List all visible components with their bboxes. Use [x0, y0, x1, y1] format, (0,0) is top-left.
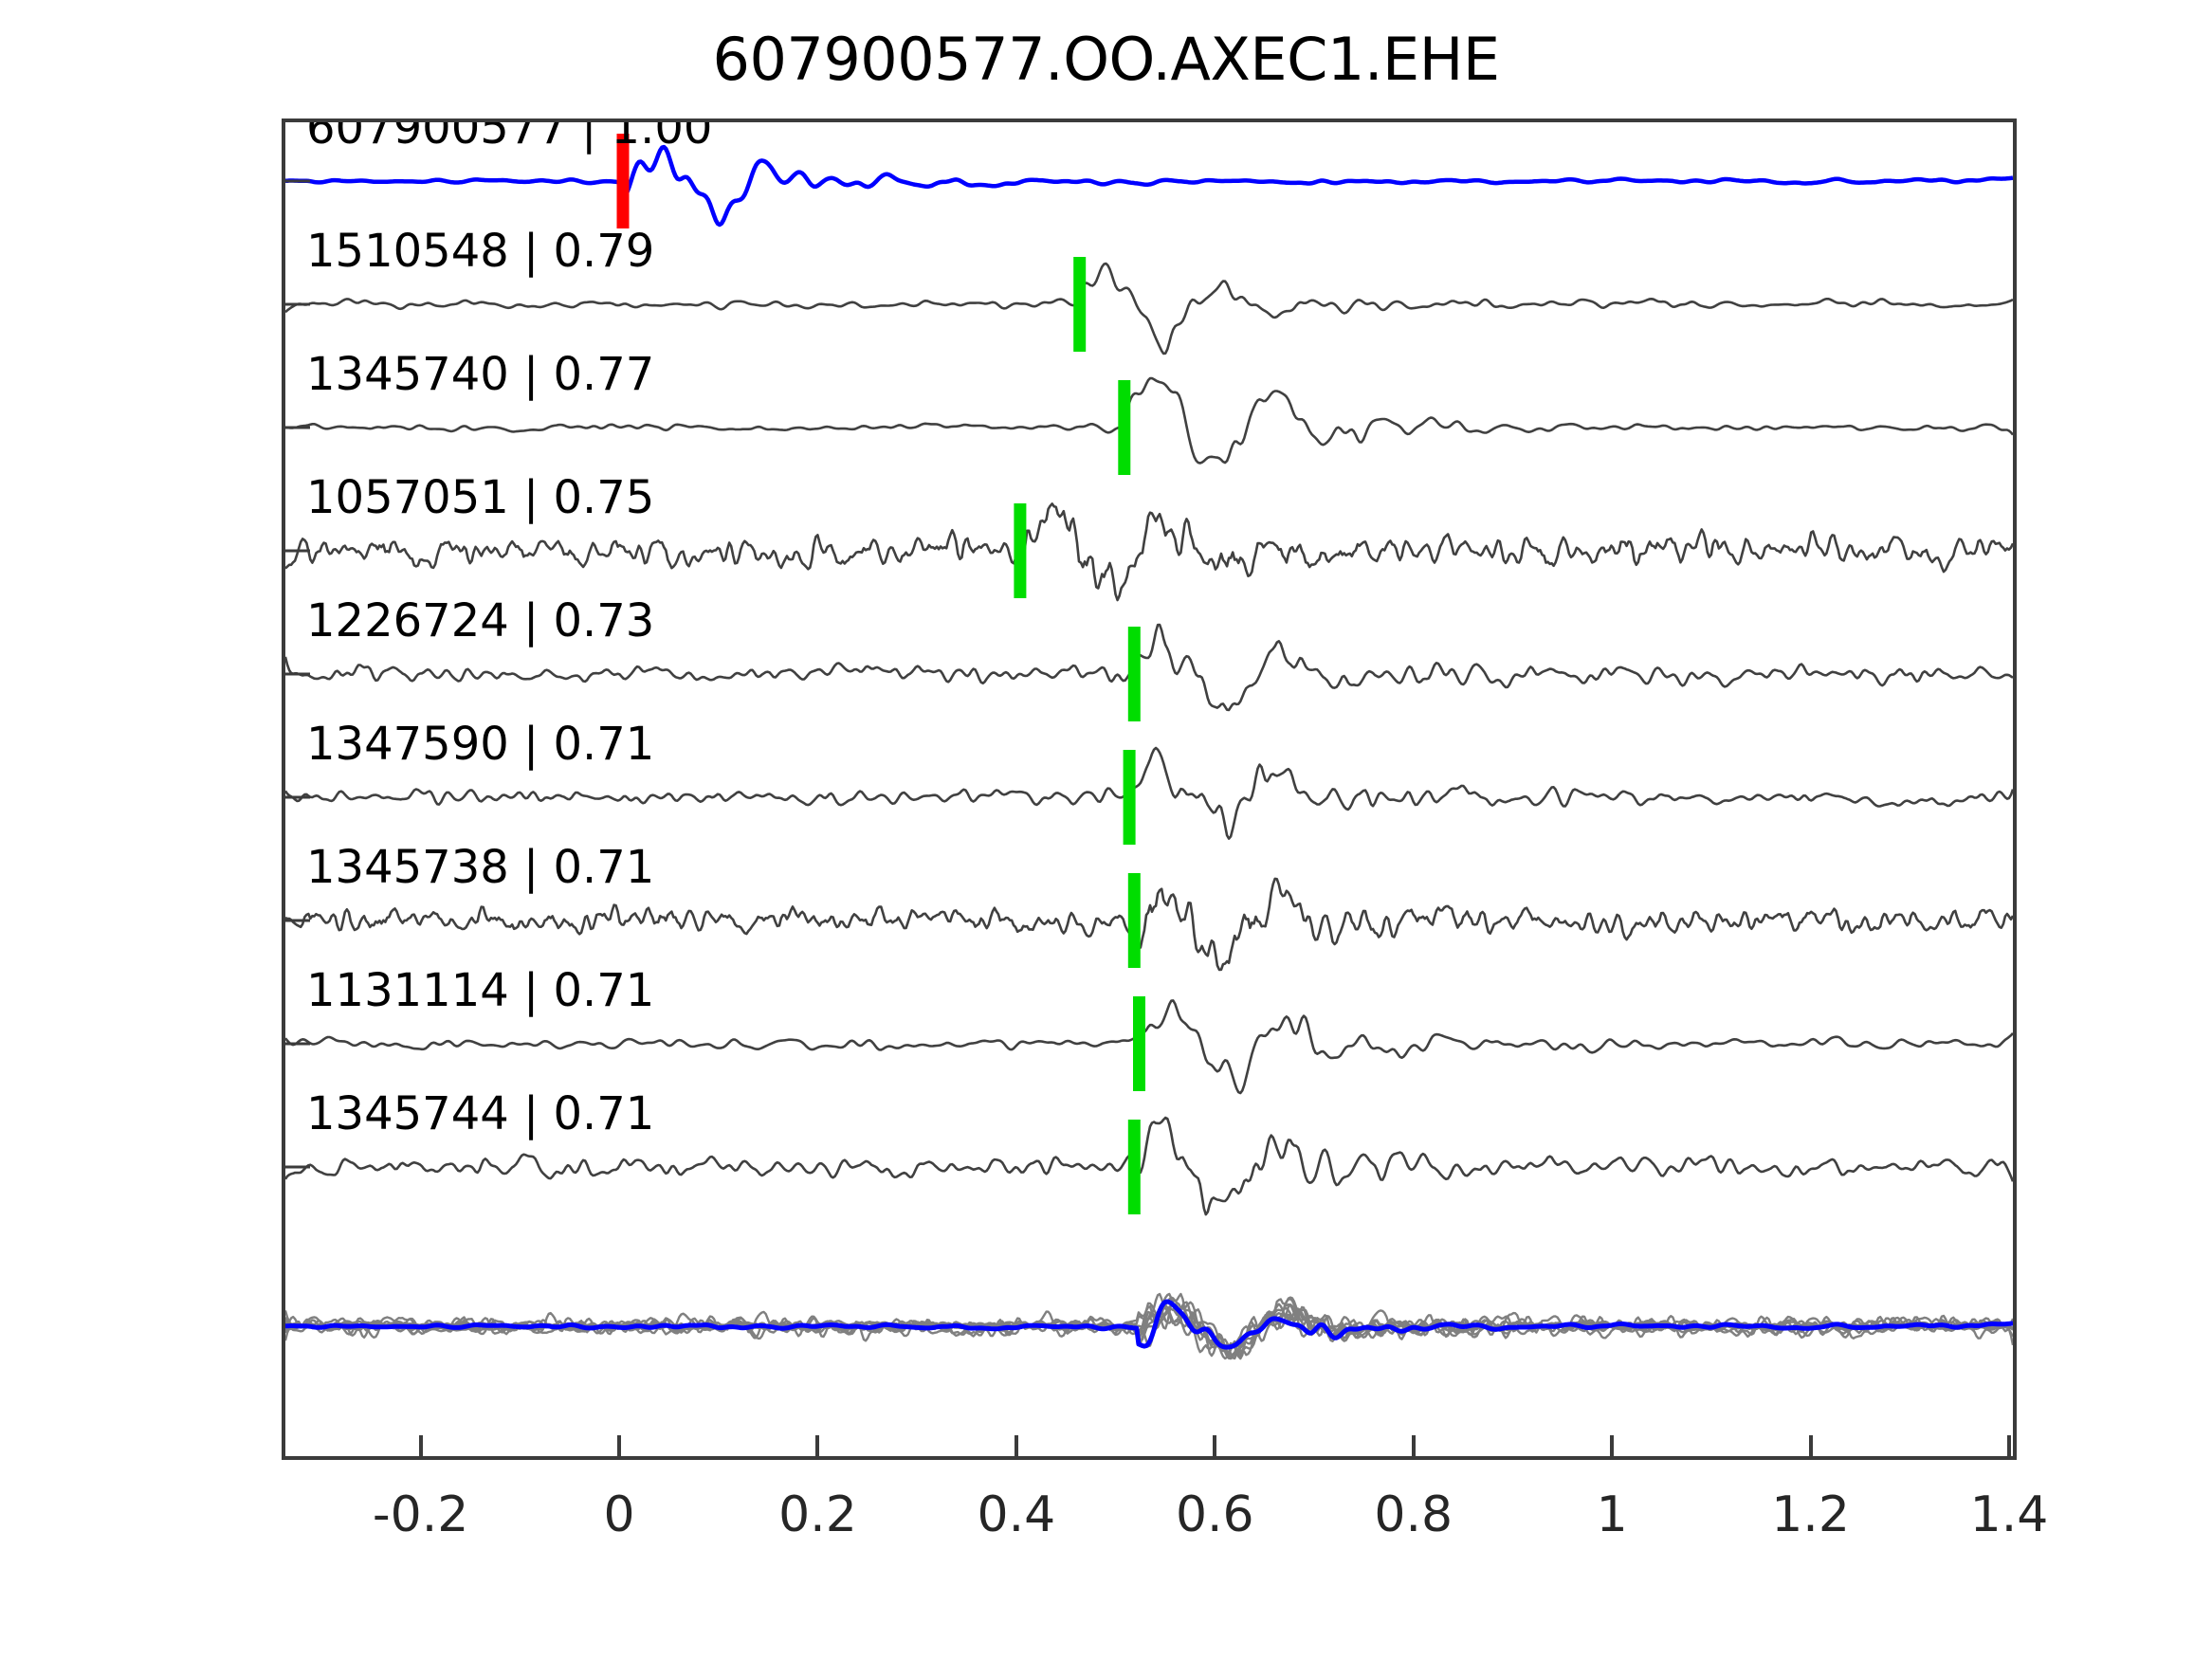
- x-tick-label: 0.4: [977, 1486, 1056, 1543]
- waveform-trace: [285, 746, 2013, 840]
- x-tick-mark: [815, 1435, 820, 1460]
- x-tick-mark: [1213, 1435, 1217, 1460]
- detection-pick-marker: [1073, 257, 1087, 352]
- x-tick-mark: [617, 1435, 622, 1460]
- trace-label-1347590: 1347590 | 0.71: [306, 718, 655, 771]
- x-tick-mark: [1808, 1435, 1813, 1460]
- waveform-trace: [285, 623, 2013, 712]
- waveform-canvas: [285, 134, 2013, 1360]
- trace-label-1345740: 1345740 | 0.77: [306, 348, 655, 401]
- x-tick-label: 0.6: [1175, 1486, 1254, 1543]
- trace-label-607900577: 607900577 | 1.00: [306, 118, 713, 155]
- stack-reference-trace: [285, 1299, 2013, 1350]
- x-tick-mark: [2007, 1435, 2011, 1460]
- x-tick-label: 1.4: [1969, 1486, 2049, 1543]
- waveform-trace: [285, 877, 2013, 972]
- waveform-trace: [285, 502, 2013, 602]
- x-tick-mark: [1610, 1435, 1615, 1460]
- trace-label-1345738: 1345738 | 0.71: [306, 841, 655, 894]
- trace-label-1345744: 1345744 | 0.71: [306, 1087, 655, 1140]
- x-tick-mark: [1014, 1435, 1018, 1460]
- x-axis: -0.2 0 0.2 0.4 0.6 0.8 1 1.2 1.4: [282, 1435, 2048, 1564]
- waveform-trace: [285, 262, 2013, 356]
- waveform-trace: [285, 999, 2013, 1095]
- trace-label-1131114: 1131114 | 0.71: [306, 964, 655, 1017]
- trace-label-1226724: 1226724 | 0.73: [306, 594, 655, 647]
- detection-pick-marker: [1014, 503, 1027, 598]
- waveform-trace: [285, 144, 2013, 228]
- detection-pick-marker: [1127, 873, 1141, 968]
- x-tick-mark: [1411, 1435, 1416, 1460]
- detection-pick-marker: [1127, 627, 1141, 721]
- trace-label-1057051: 1057051 | 0.75: [306, 471, 655, 524]
- detection-pick-marker: [1133, 996, 1145, 1091]
- page-title: 607900577.OO.AXEC1.EHE: [712, 25, 1501, 94]
- x-tick-label: 0.2: [778, 1486, 857, 1543]
- x-tick-label: -0.2: [372, 1486, 469, 1543]
- detection-pick-marker: [1123, 750, 1136, 845]
- detection-pick-marker: [1127, 1120, 1141, 1214]
- x-tick-label: 1.2: [1771, 1486, 1850, 1543]
- detection-pick-marker: [1118, 380, 1131, 475]
- trace-label-1510548: 1510548 | 0.79: [306, 225, 655, 278]
- waveform-trace: [285, 1116, 2013, 1216]
- template-pick-marker: [616, 134, 630, 228]
- x-tick-label: 0.8: [1374, 1486, 1453, 1543]
- x-tick-label: 0: [603, 1486, 635, 1543]
- x-tick-label: 1: [1596, 1486, 1628, 1543]
- x-tick-mark: [418, 1435, 423, 1460]
- plot-area: 607900577 | 1.00 1510548 | 0.79 1345740 | …: [282, 118, 2017, 1460]
- waveform-trace: [285, 376, 2013, 465]
